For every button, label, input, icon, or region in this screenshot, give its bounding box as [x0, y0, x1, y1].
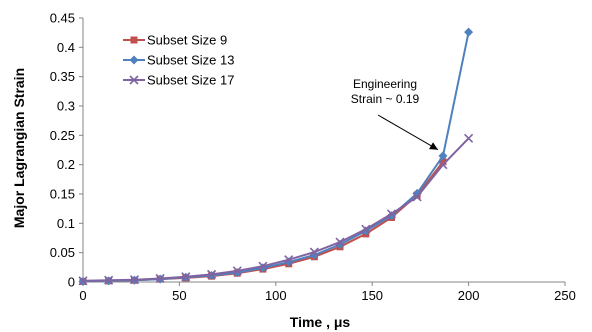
y-tick-label: 0.2	[57, 157, 75, 172]
x-tick-label: 0	[79, 288, 86, 303]
x-tick-label: 100	[265, 288, 287, 303]
data-point-x	[129, 75, 139, 85]
y-tick-label: 0.15	[50, 187, 75, 202]
data-point-diamond	[129, 55, 139, 65]
data-point-x	[232, 266, 242, 276]
series-layer	[78, 27, 474, 286]
y-tick-label: 0.05	[50, 245, 75, 260]
annotation-arrowhead	[429, 142, 438, 150]
data-point-x	[129, 275, 140, 285]
legend: Subset Size 9 Subset Size 13 Subset Size 1…	[123, 33, 234, 88]
x-tick-label: 250	[554, 288, 576, 303]
annotation-text: Engineering	[353, 77, 417, 91]
data-point-x	[412, 192, 422, 202]
data-point-x	[284, 255, 294, 265]
data-point-x	[309, 247, 319, 257]
data-point-diamond	[464, 27, 474, 37]
x-axis-title: Time , μs	[290, 314, 351, 330]
data-point-square	[130, 36, 138, 44]
data-point-x	[78, 276, 88, 286]
data-point-x	[207, 269, 217, 279]
series-3	[78, 133, 474, 286]
series-line	[82, 137, 470, 282]
y-tick-label: 0.25	[50, 128, 75, 143]
y-tick-label: 0.35	[50, 69, 75, 84]
legend-label: Subset Size 13	[147, 53, 234, 68]
data-point-diamond	[438, 151, 448, 161]
data-point-x	[386, 209, 397, 219]
x-tick-label: 50	[172, 288, 186, 303]
annotation-arrow-line	[377, 114, 439, 151]
data-point-x	[258, 261, 268, 271]
series-2	[78, 27, 474, 286]
series-line	[82, 31, 470, 283]
y-tick-label: 0.1	[57, 216, 75, 231]
legend-label: Subset Size 9	[147, 33, 227, 48]
y-tick-label: 0.3	[57, 99, 75, 114]
annotation-text: Strain ~ 0.19	[351, 92, 420, 106]
y-tick-label: 0.45	[50, 11, 75, 26]
data-point-x	[464, 133, 474, 143]
data-point-x	[438, 160, 448, 170]
y-tick-labels: 0 0.05 0.1 0.15 0.2 0.25 0.3 0.35 0.4 0.45	[50, 11, 83, 290]
legend-label: Subset Size 17	[147, 73, 234, 88]
x-tick-labels: 0 50 100 150 200 250	[79, 282, 576, 303]
y-axis-title: Major Lagrangian Strain	[11, 68, 27, 228]
data-point-x	[181, 272, 191, 282]
data-point-square	[439, 158, 447, 166]
data-point-x	[104, 275, 114, 285]
legend-item: Subset Size 13	[123, 53, 234, 68]
data-point-x	[361, 224, 371, 234]
legend-item: Subset Size 9	[123, 33, 227, 48]
x-tick-label: 200	[458, 288, 480, 303]
series-line	[82, 161, 444, 283]
y-tick-label: 0	[68, 275, 75, 290]
y-tick-label: 0.4	[57, 40, 75, 55]
legend-item: Subset Size 17	[123, 73, 234, 88]
data-point-x	[335, 237, 345, 247]
data-point-x	[155, 273, 165, 284]
x-tick-label: 150	[361, 288, 383, 303]
